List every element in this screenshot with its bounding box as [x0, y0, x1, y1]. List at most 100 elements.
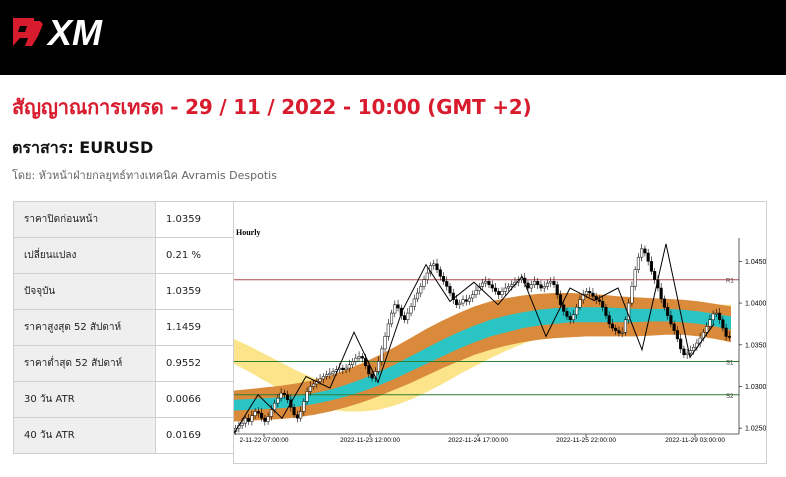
candle-body	[536, 281, 540, 285]
candle-body	[692, 347, 696, 351]
candle-body	[286, 394, 290, 401]
timeframe-label: Hourly	[236, 228, 260, 237]
candle-body	[653, 271, 657, 280]
candle-body	[578, 299, 582, 308]
candle-body	[318, 378, 322, 382]
candle-body	[409, 306, 413, 314]
candle-body	[269, 409, 273, 417]
candle-body	[532, 281, 537, 285]
candle-body	[493, 287, 498, 292]
candle-body	[299, 411, 303, 419]
candle-body	[607, 315, 611, 325]
candle-body	[588, 291, 592, 294]
candle-body	[383, 336, 387, 350]
teal-band	[234, 307, 731, 411]
candle-body	[458, 302, 462, 305]
candle-body	[357, 356, 361, 359]
candle-body	[351, 361, 355, 366]
candle-body	[243, 417, 247, 424]
candle-body	[617, 330, 621, 334]
candle-body	[263, 417, 267, 422]
candle-body	[432, 263, 436, 266]
candle-body	[623, 319, 627, 333]
candle-body	[240, 422, 244, 426]
candle-body	[321, 376, 325, 380]
stat-label: ราคาปิดก่อนหน้า	[13, 201, 156, 238]
candle-body	[344, 367, 348, 371]
candle-body	[448, 286, 452, 294]
price-chart: R1 S1 S2 1.0450 1.0400 1.0350 1.0300 1.0250 2-…	[233, 201, 767, 464]
candle-body	[250, 415, 254, 422]
candle-body	[308, 386, 312, 392]
candle-body	[402, 315, 407, 320]
candle-body	[380, 348, 384, 362]
candle-body	[292, 407, 296, 416]
candle-body	[247, 417, 251, 422]
candle-body	[646, 252, 650, 262]
x-tick-label: 2-11-22 07:00:00	[239, 437, 288, 444]
x-axis-ticks: 2-11-22 07:00:00 2022-11-23 12:00:00 2022-…	[239, 434, 725, 444]
candle-body	[636, 256, 640, 270]
candle-body	[279, 392, 283, 399]
candle-body	[614, 327, 618, 331]
candle-body	[464, 299, 468, 302]
yellow-band	[234, 300, 731, 412]
candle-body	[467, 297, 472, 302]
candle-body	[389, 312, 394, 325]
y-tick-label: 1.0350	[745, 342, 766, 349]
stat-value: 1.0359	[155, 273, 236, 310]
candle-body	[471, 294, 475, 299]
candle-body	[727, 336, 731, 338]
candle-body	[539, 284, 543, 289]
candle-body	[422, 279, 426, 287]
candle-body	[412, 298, 416, 307]
candle-body	[633, 269, 637, 287]
candle-body	[360, 356, 364, 359]
candle-body	[445, 281, 449, 287]
stat-value: 1.0359	[155, 201, 236, 238]
candle-body	[575, 306, 579, 315]
candle-body	[529, 284, 533, 289]
zigzag-polyline	[234, 243, 715, 434]
candle-body	[487, 281, 491, 285]
candle-body	[552, 281, 556, 285]
candle-body	[490, 284, 494, 289]
stats-row: 30 วัน ATR 0.0066	[13, 381, 236, 418]
x-tick-label: 2022-11-24 17:00:00	[448, 437, 508, 444]
candle-body	[484, 281, 488, 284]
candle-body	[591, 292, 595, 297]
candle-body	[601, 301, 605, 308]
stats-row: ราคาปิดก่อนหน้า 1.0359	[13, 201, 236, 238]
candle-body	[597, 299, 601, 302]
candle-body	[643, 248, 647, 254]
candle-body	[474, 290, 478, 295]
candle-body	[555, 284, 559, 295]
candle-body	[718, 312, 722, 320]
candle-body	[672, 323, 676, 331]
x-tick-label: 2022-11-23 12:00:00	[340, 437, 400, 444]
x-tick-label: 2022-11-29 03:00:00	[665, 437, 725, 444]
candle-body	[396, 304, 400, 309]
candle-body	[675, 330, 679, 340]
candle-body	[571, 314, 576, 320]
candle-body	[454, 299, 459, 305]
stat-label: ราคาสูงสุด 52 สัปดาห์	[13, 309, 156, 346]
candle-body	[506, 286, 511, 289]
stat-label: 30 วัน ATR	[13, 381, 156, 418]
candle-body	[302, 401, 306, 412]
candle-body	[260, 412, 264, 419]
candle-body	[253, 411, 257, 416]
y-tick-label: 1.0450	[745, 259, 766, 266]
candle-body	[451, 292, 455, 300]
xm-logo[interactable]: XM	[10, 12, 132, 52]
candle-body	[562, 304, 566, 312]
candle-body	[542, 286, 546, 289]
candle-body	[325, 374, 329, 377]
candle-body	[399, 307, 403, 316]
level-label-s1: S1	[726, 360, 734, 366]
candle-body	[679, 338, 683, 350]
candle-body	[630, 286, 634, 304]
candle-body	[711, 313, 715, 320]
candle-body	[364, 357, 368, 366]
stat-label: ราคาต่ำสุด 52 สัปดาห์	[13, 345, 156, 382]
